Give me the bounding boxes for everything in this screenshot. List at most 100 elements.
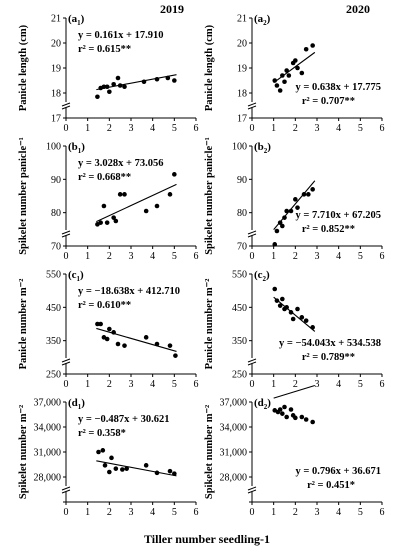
data-point bbox=[143, 335, 149, 340]
data-point bbox=[288, 310, 294, 315]
x-tick-label: 2 bbox=[293, 379, 298, 390]
data-point bbox=[111, 215, 116, 220]
regression-equation: y = 0.161x + 17.910 bbox=[78, 30, 163, 41]
x-tick-label: 4 bbox=[150, 507, 155, 518]
y-axis-break bbox=[61, 102, 71, 110]
data-point bbox=[167, 343, 173, 348]
regression-equation: y = −54.043x + 534.538 bbox=[279, 338, 381, 349]
panel-d1: 28,000 31,000 34,000 37,000 0 1 2 3 4 5 6 (d1) y = −… bbox=[18, 397, 199, 518]
data-point bbox=[102, 463, 108, 468]
x-tick-label: 0 bbox=[64, 251, 69, 262]
panel-b1: 70 80 90 100 0 1 2 3 4 5 6 (b1) y = 3.028x + 73.056 r… bbox=[18, 137, 199, 262]
data-point bbox=[104, 220, 110, 225]
y-axis-break bbox=[61, 230, 71, 238]
x-tick-label: 3 bbox=[315, 379, 320, 390]
data-point bbox=[107, 89, 112, 95]
data-point bbox=[274, 298, 280, 303]
panel-label: (d1) bbox=[68, 397, 85, 411]
regression-line bbox=[273, 296, 316, 332]
panel-label: (a1) bbox=[68, 13, 85, 27]
y-tick-label: 34,000 bbox=[220, 423, 248, 434]
y-tick-label: 17 bbox=[51, 114, 61, 125]
x-tick-label: 4 bbox=[336, 379, 341, 390]
regression-equation: y = 0.796x + 36.671 bbox=[296, 466, 381, 477]
data-point bbox=[284, 68, 289, 73]
x-tick-label: 3 bbox=[315, 251, 320, 262]
x-tick-label: 4 bbox=[336, 251, 341, 262]
y-tick-label: 21 bbox=[51, 14, 61, 25]
data-point bbox=[117, 83, 123, 88]
year-heading-2020: 2020 bbox=[346, 2, 370, 16]
y-tick-label: 350 bbox=[46, 336, 61, 347]
x-tick-label: 1 bbox=[271, 123, 276, 134]
r-squared: r² = 0.615** bbox=[78, 44, 131, 55]
data-point bbox=[280, 411, 285, 416]
y-tick-label: 250 bbox=[46, 370, 61, 381]
panel-c2: 250 350 450 550 0 1 2 3 4 5 6 (c2) y = −54.043x + 53… bbox=[204, 269, 385, 390]
y-axis-break bbox=[247, 230, 257, 238]
x-tick-label: 5 bbox=[358, 123, 363, 134]
x-tick-label: 3 bbox=[129, 251, 134, 262]
data-point bbox=[310, 325, 315, 330]
r-squared: r² = 0.668** bbox=[78, 172, 131, 183]
data-point bbox=[143, 208, 149, 214]
data-point bbox=[95, 94, 100, 100]
x-tick-label: 5 bbox=[172, 123, 177, 134]
x-tick-label: 1 bbox=[85, 507, 90, 518]
r-squared: r² = 0.852** bbox=[302, 224, 355, 235]
y-tick-label: 18 bbox=[237, 89, 247, 100]
data-point bbox=[154, 470, 160, 476]
x-tick-label: 3 bbox=[129, 379, 134, 390]
y-axis-title: Panicle number m⁻² bbox=[204, 279, 215, 370]
data-point bbox=[120, 467, 125, 472]
data-point bbox=[293, 58, 298, 63]
y-tick-label: 100 bbox=[46, 142, 61, 153]
data-point bbox=[301, 192, 307, 197]
x-tick-label: 6 bbox=[194, 123, 199, 134]
data-point bbox=[277, 303, 283, 308]
x-tick-label: 1 bbox=[85, 123, 90, 134]
data-point bbox=[272, 242, 278, 247]
x-tick-label: 1 bbox=[85, 379, 90, 390]
data-point bbox=[310, 43, 315, 48]
data-point bbox=[113, 466, 119, 471]
y-tick-label: 100 bbox=[232, 142, 247, 153]
x-tick-label: 4 bbox=[150, 379, 155, 390]
y-axis-title: Panicle number m⁻² bbox=[18, 279, 29, 370]
data-point bbox=[299, 414, 305, 420]
panel-b2: 70 80 90 100 0 1 2 3 4 5 6 (b2) y = 7.710x + 67.205 r… bbox=[204, 137, 385, 262]
y-tick-label: 31,000 bbox=[34, 448, 62, 459]
regression-line bbox=[273, 384, 315, 399]
y-tick-label: 18 bbox=[51, 89, 61, 100]
x-tick-label: 5 bbox=[172, 251, 177, 262]
x-tick-label: 6 bbox=[380, 123, 385, 134]
year-heading-2019: 2019 bbox=[160, 2, 184, 16]
data-point bbox=[290, 316, 296, 322]
data-point bbox=[115, 341, 121, 347]
data-point bbox=[107, 326, 112, 332]
panel-label: (c2) bbox=[254, 269, 270, 283]
y-tick-label: 450 bbox=[46, 303, 61, 314]
data-point bbox=[295, 205, 300, 210]
x-tick-label: 4 bbox=[336, 123, 341, 134]
y-tick-label: 80 bbox=[51, 208, 61, 219]
data-point bbox=[101, 203, 107, 209]
data-point bbox=[284, 208, 289, 214]
data-point bbox=[310, 419, 315, 425]
data-point bbox=[282, 79, 287, 85]
y-axis-break bbox=[247, 486, 257, 494]
x-tick-label: 6 bbox=[194, 379, 199, 390]
data-point bbox=[154, 341, 160, 347]
x-tick-label: 6 bbox=[380, 379, 385, 390]
data-point bbox=[306, 192, 311, 197]
data-point bbox=[284, 305, 289, 310]
data-point bbox=[143, 463, 149, 468]
x-tick-label: 0 bbox=[64, 379, 69, 390]
x-tick-label: 1 bbox=[271, 251, 276, 262]
regression-line bbox=[273, 51, 316, 84]
x-tick-label: 0 bbox=[250, 251, 255, 262]
data-point bbox=[109, 455, 114, 461]
y-tick-label: 350 bbox=[232, 336, 247, 347]
y-tick-label: 80 bbox=[237, 208, 247, 219]
panel-a2: 17 18 19 20 21 0 1 2 3 4 5 6 (a2) y = 0.638x + 17.775… bbox=[204, 13, 385, 134]
